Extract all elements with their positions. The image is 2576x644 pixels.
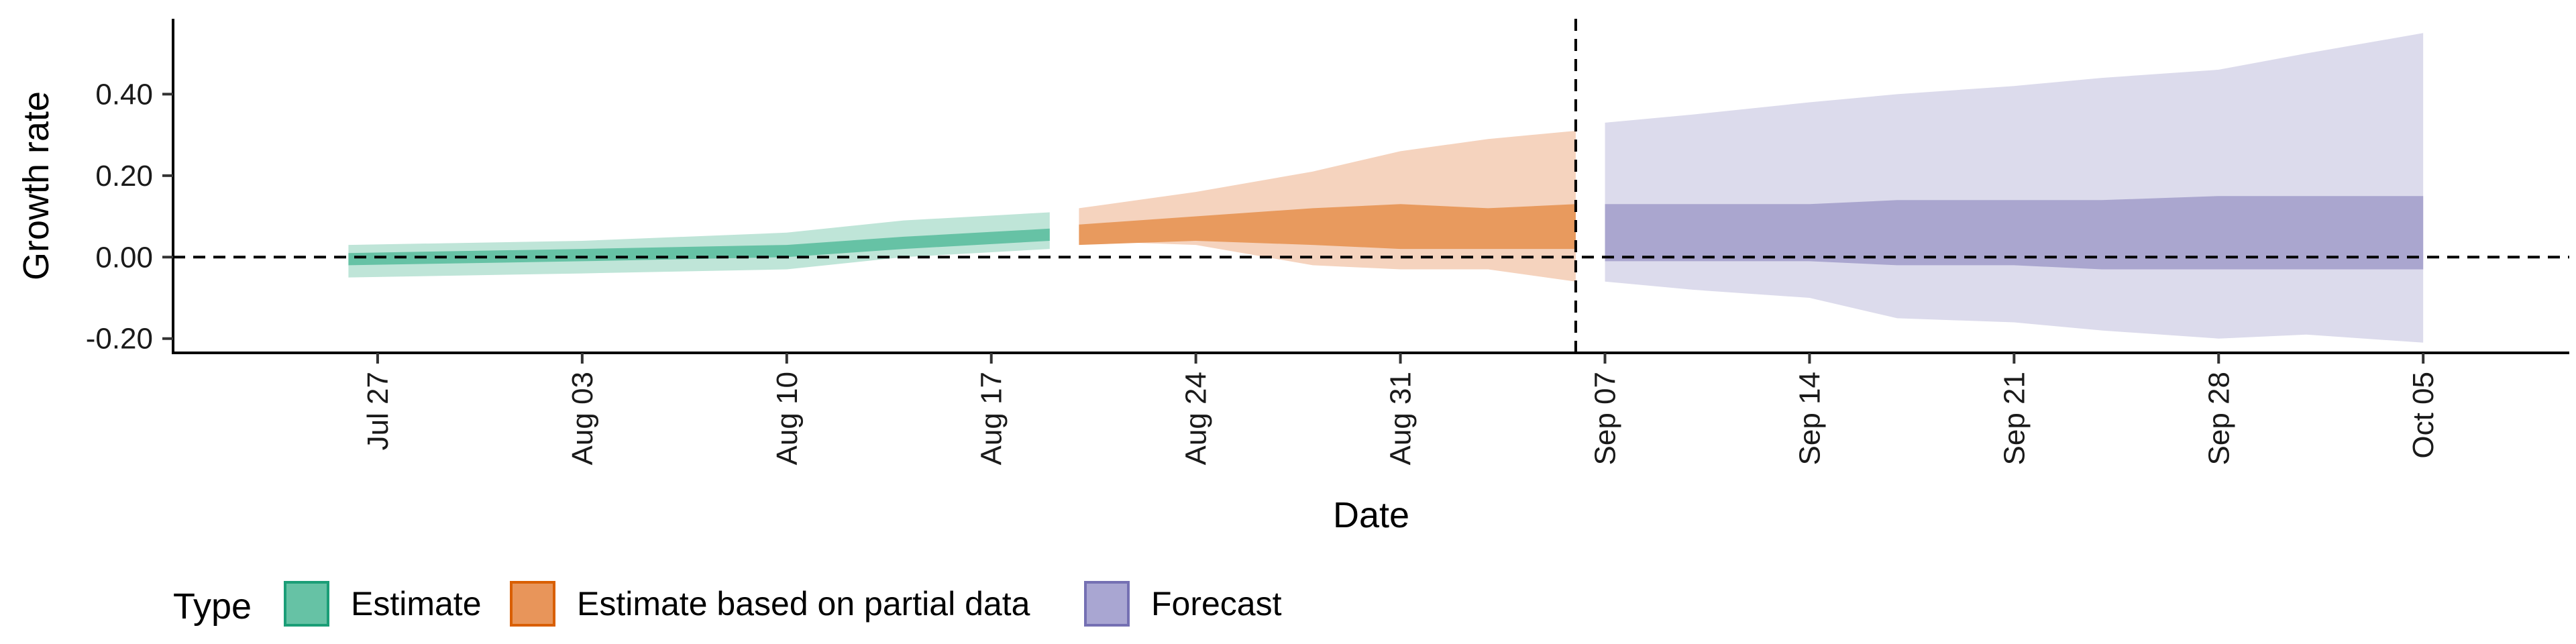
- x-tick-label: Oct 05: [2407, 372, 2440, 459]
- legend-label: Estimate: [351, 585, 482, 623]
- legend: Type Estimate Estimate based on partial d…: [173, 581, 1282, 627]
- series-outer-interval: [1079, 131, 1576, 282]
- x-tick-label: Sep 07: [1589, 372, 1621, 465]
- x-axis-ticks: Jul 27 Aug 03 Aug 10 Aug 17 Aug 24 Aug 31 Sep …: [362, 353, 2440, 465]
- legend-title: Type: [173, 586, 252, 627]
- x-tick-label: Sep 21: [1998, 372, 2031, 465]
- x-tick-label: Aug 10: [771, 372, 804, 465]
- legend-item: Estimate based on partial data: [510, 581, 1030, 627]
- series-inner-interval: [1605, 196, 2424, 270]
- legend-label: Forecast: [1151, 585, 1282, 623]
- series-2: [1079, 131, 1576, 282]
- y-axis: -0.20 0.00 0.20 0.40 Growth rate: [16, 19, 174, 356]
- x-tick-label: Sep 28: [2202, 372, 2235, 465]
- series-3: [1605, 33, 2424, 343]
- y-axis-ticks: -0.20 0.00 0.20 0.40: [86, 78, 173, 356]
- x-tick-label: Jul 27: [362, 372, 394, 450]
- y-tick-label: 0.20: [95, 160, 153, 193]
- x-axis-title: Date: [1333, 495, 1409, 535]
- x-tick-label: Aug 17: [975, 372, 1008, 465]
- x-tick-label: Aug 03: [566, 372, 599, 465]
- x-tick-label: Aug 31: [1385, 372, 1417, 465]
- ribbon-bands: [348, 33, 2424, 343]
- legend-swatch: [284, 581, 329, 627]
- legend-swatch: [510, 581, 555, 627]
- legend-item: Forecast: [1084, 581, 1282, 627]
- x-axis: Jul 27 Aug 03 Aug 10 Aug 17 Aug 24 Aug 31 Sep …: [172, 352, 2569, 535]
- y-axis-title: Growth rate: [16, 91, 56, 280]
- x-tick-label: Sep 14: [1793, 372, 1826, 465]
- series-outer-interval: [1605, 33, 2424, 343]
- legend-swatch: [1084, 581, 1130, 627]
- x-tick-label: Aug 24: [1180, 372, 1213, 465]
- series-inner-interval: [1079, 204, 1576, 250]
- series-1: [348, 212, 1050, 278]
- y-tick-label: -0.20: [86, 323, 153, 356]
- plot-area: [173, 19, 2569, 353]
- y-tick-label: 0.40: [95, 78, 153, 111]
- legend-item: Estimate: [284, 581, 482, 627]
- y-tick-label: 0.00: [95, 241, 153, 274]
- legend-label: Estimate based on partial data: [577, 585, 1030, 623]
